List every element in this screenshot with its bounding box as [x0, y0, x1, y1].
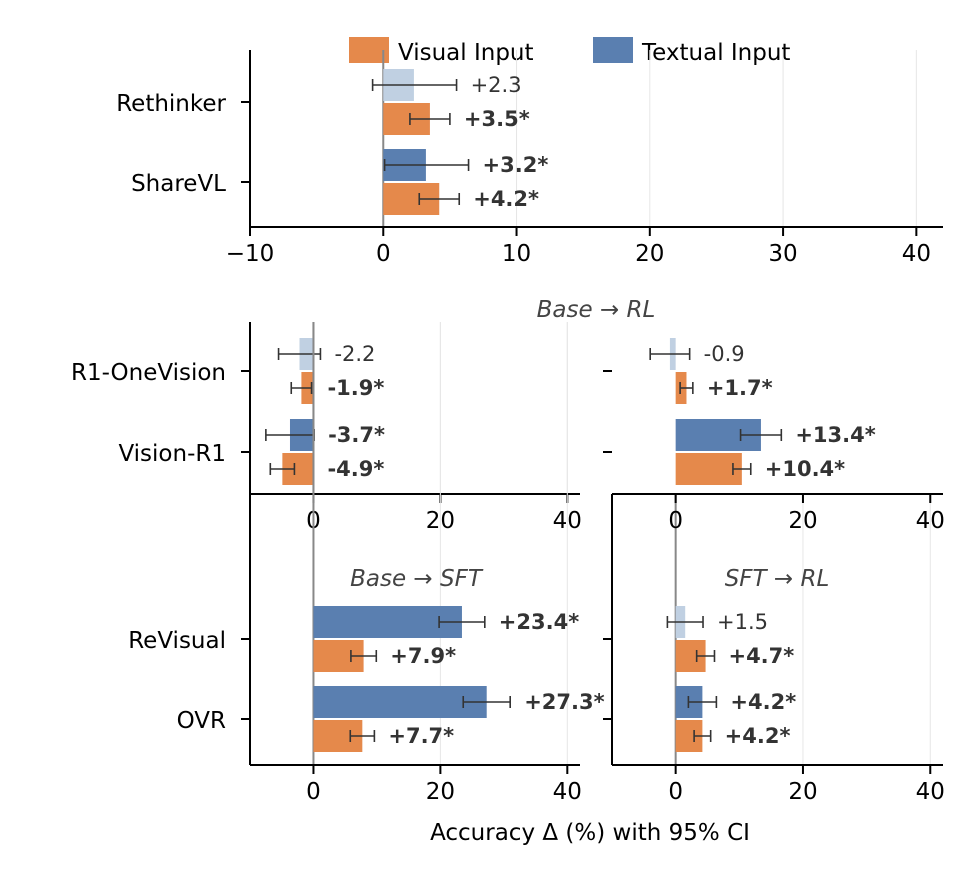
x-tick-label: 0 — [376, 241, 391, 267]
error-bar — [409, 113, 451, 125]
category-label: Vision-R1 — [118, 441, 226, 467]
error-bar — [666, 616, 704, 628]
x-tick-label: 20 — [635, 241, 664, 267]
chart-panel-4: +23.4* +27.3* +7.9* +7.7* 0 20 40 ReVisual OVR Ba… — [128, 322, 605, 805]
x-axis-label: Accuracy Δ (%) with 95% CI — [430, 820, 750, 846]
textual-bar-revisual — [313, 606, 462, 638]
x-tick-label: 40 — [553, 779, 582, 805]
x-tick-label: 0 — [668, 508, 683, 534]
x-tick-label: 10 — [502, 241, 531, 267]
bar-value-label: +4.2* — [730, 690, 796, 714]
visual-bar-vision-r1 — [675, 453, 742, 485]
bar-value-label: -1.9* — [327, 376, 384, 400]
legend-textual-label: Textual Input — [641, 40, 790, 66]
error-bar — [269, 463, 296, 475]
bar-value-label: +23.4* — [499, 610, 579, 634]
error-bar — [679, 382, 694, 394]
x-tick-label: 20 — [426, 779, 455, 805]
bar-value-label: +4.7* — [728, 644, 794, 668]
bar-value-label: -2.2 — [334, 342, 375, 366]
error-bar — [349, 730, 376, 742]
bar-value-label: -3.7* — [328, 423, 385, 447]
x-tick-label: 0 — [668, 779, 683, 805]
category-label: ReVisual — [128, 628, 226, 654]
bar-value-label: +4.2* — [725, 724, 791, 748]
x-tick-label: 20 — [788, 508, 817, 534]
error-bar — [695, 650, 716, 662]
error-bar — [350, 650, 378, 662]
bar-value-label: +1.7* — [707, 376, 773, 400]
panel-title: SFT → RL — [725, 566, 830, 592]
bar-value-label: +13.4* — [795, 423, 875, 447]
legend-textual-swatch — [593, 37, 633, 63]
error-bar — [739, 429, 783, 441]
error-bar — [438, 616, 486, 628]
x-tick-label: 30 — [768, 241, 797, 267]
error-bar — [290, 382, 313, 394]
textual-bar-ovr — [313, 686, 487, 718]
x-tick-label: 40 — [902, 241, 931, 267]
bar-value-label: +3.2* — [483, 153, 549, 177]
bar-value-label: -4.9* — [327, 457, 384, 481]
panel-title: Base → RL — [537, 297, 656, 323]
chart-panel-3: -0.9 +13.4* +1.7* +10.4* 0 20 40 Base → RL — [537, 297, 945, 590]
error-bar — [649, 348, 691, 360]
chart-panel-2: -2.2-3.7*-1.9*-4.9*02040R1-OneVisionVisi… — [71, 322, 582, 534]
bar-value-label: +3.5* — [464, 107, 530, 131]
category-label: Rethinker — [116, 91, 226, 117]
panel-title: Base → SFT — [350, 566, 484, 592]
legend-visual-label: Visual Input — [398, 40, 534, 66]
error-bar — [371, 79, 458, 91]
legend: Visual Input Textual Input — [349, 37, 790, 66]
bar-value-label: +27.3* — [524, 690, 604, 714]
category-label: OVR — [177, 708, 226, 734]
error-bar — [687, 696, 718, 708]
bar-value-label: +7.7* — [388, 724, 454, 748]
bar-value-label: +1.5 — [717, 610, 768, 634]
bar-value-label: +4.2* — [473, 187, 539, 211]
bar-value-label: +7.9* — [390, 644, 456, 668]
error-bar — [693, 730, 712, 742]
chart-panel-1: +2.3 +3.2* +3.5* +4.2* −10 0 10 20 30 40 Rethinker… — [116, 50, 943, 267]
x-tick-label: −10 — [226, 241, 275, 267]
x-tick-label: 40 — [916, 508, 945, 534]
category-label: R1-OneVision — [71, 360, 226, 386]
bar-value-label: +2.3 — [471, 73, 522, 97]
error-bar — [732, 463, 752, 475]
error-bar — [383, 159, 470, 171]
category-label: ShareVL — [131, 171, 226, 197]
error-bar — [418, 193, 461, 205]
bar-value-label: +10.4* — [765, 457, 845, 481]
chart-panel-5: +1.5 +4.2* +4.7* +4.2* 0 20 40 SFT → RL — [603, 566, 945, 805]
error-bar — [462, 696, 511, 708]
x-tick-label: 0 — [306, 779, 321, 805]
bar-value-label: -0.9 — [704, 342, 745, 366]
x-tick-label: 40 — [916, 779, 945, 805]
x-tick-label: 20 — [788, 779, 817, 805]
